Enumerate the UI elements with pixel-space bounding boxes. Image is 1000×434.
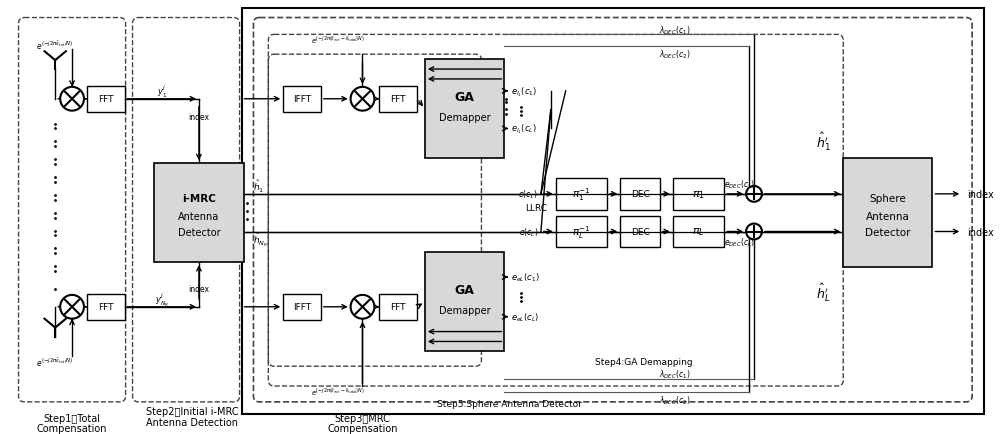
Text: $e_{eL}(c_1)$: $e_{eL}(c_1)$ [511,271,540,284]
Text: $e^{(-j2\pi(\hat{\varepsilon}_{est}-\hat{\varepsilon}_{total})N)}$: $e^{(-j2\pi(\hat{\varepsilon}_{est}-\hat… [311,385,365,397]
Text: $\lambda_{DEC}(c_2)$: $\lambda_{DEC}(c_2)$ [659,49,690,61]
Text: $\pi_L$: $\pi_L$ [692,226,705,238]
Bar [283,87,321,112]
Text: $\hat{h}_1'$: $\hat{h}_1'$ [816,130,831,152]
Text: Step2：Initial i-MRC: Step2：Initial i-MRC [146,406,238,416]
Text: Demapper: Demapper [439,112,490,122]
Text: Step1：Total: Step1：Total [44,413,101,423]
Text: $\hat{h}_{N_R}$: $\hat{h}_{N_R}$ [253,231,269,248]
Text: $e^{(-j2\pi\hat{\varepsilon}_{tot}/N)}$: $e^{(-j2\pi\hat{\varepsilon}_{tot}/N)}$ [36,355,74,368]
Bar [556,179,607,210]
Text: $\pi_1^{-1}$: $\pi_1^{-1}$ [572,186,591,203]
Bar [87,294,125,320]
Text: $\pi_1$: $\pi_1$ [692,188,705,201]
Text: DEC: DEC [631,190,649,199]
Bar [620,179,660,210]
Text: Step5:Sphere Antenna Detector: Step5:Sphere Antenna Detector [437,399,582,408]
Text: $e^{(-j2\pi\hat{\varepsilon}_{tot}/N)}$: $e^{(-j2\pi\hat{\varepsilon}_{tot}/N)}$ [36,39,74,52]
Text: $e_{l_1}(c_L)$: $e_{l_1}(c_L)$ [511,122,537,136]
Text: Detector: Detector [865,227,911,237]
Text: FFT: FFT [98,302,114,312]
Circle shape [746,187,762,202]
Bar [673,216,724,248]
Text: Step4:GA Demapping: Step4:GA Demapping [595,357,693,366]
Text: Antenna Detection: Antenna Detection [146,417,238,427]
Text: GA: GA [455,284,475,297]
Text: DEC: DEC [631,227,649,237]
Text: $e^{(-j2\pi(\hat{\varepsilon}_{est}-\hat{\varepsilon}_{total})N)}$: $e^{(-j2\pi(\hat{\varepsilon}_{est}-\hat… [311,35,365,46]
Text: IFFT: IFFT [293,95,311,104]
Text: index: index [188,113,209,122]
Bar [379,294,417,320]
Circle shape [746,224,762,240]
Bar [620,216,660,248]
Text: $\lambda_{DEC}(c_2)$: $\lambda_{DEC}(c_2)$ [659,394,690,406]
Text: $e(c_L)$: $e(c_L)$ [519,226,538,238]
Text: Sphere: Sphere [869,194,906,204]
Text: $e_{DEC}(c_1)$: $e_{DEC}(c_1)$ [724,178,756,191]
Text: FFT: FFT [98,95,114,104]
Bar [425,60,504,159]
Text: $\pi_L^{-1}$: $\pi_L^{-1}$ [572,224,591,240]
Circle shape [60,295,84,319]
Text: Step3：MRC: Step3：MRC [335,413,390,423]
Text: index: index [967,227,994,237]
Text: $y_1^j$: $y_1^j$ [157,83,167,100]
Text: i-MRC: i-MRC [182,194,216,204]
Bar [379,87,417,112]
Bar [283,294,321,320]
Text: $\hat{h}_L'$: $\hat{h}_L'$ [816,281,831,303]
Text: GA: GA [455,91,475,104]
Text: LLRC: LLRC [525,204,547,213]
Text: $e_{DEC}(c_L)$: $e_{DEC}(c_L)$ [724,236,755,248]
Bar [556,216,607,248]
Text: Detector: Detector [178,227,220,237]
Text: FFT: FFT [390,95,406,104]
Text: $e_{eL}(c_L)$: $e_{eL}(c_L)$ [511,311,539,323]
Bar [154,164,244,263]
Text: IFFT: IFFT [293,302,311,312]
Text: Demapper: Demapper [439,305,490,315]
Circle shape [60,88,84,112]
Text: index: index [188,285,209,294]
Bar [425,253,504,352]
Text: $e_{l_1}(c_1)$: $e_{l_1}(c_1)$ [511,85,537,99]
Text: Compensation: Compensation [37,423,107,433]
Text: $e(c_1)$: $e(c_1)$ [518,188,538,201]
Text: Antenna: Antenna [866,211,910,221]
Text: $\lambda_{DEC}(c_1)$: $\lambda_{DEC}(c_1)$ [659,24,690,36]
Bar [843,159,932,267]
Text: $\lambda_{DEC}(c_1)$: $\lambda_{DEC}(c_1)$ [659,368,690,381]
Text: Compensation: Compensation [327,423,398,433]
Bar [242,9,984,414]
Text: FFT: FFT [390,302,406,312]
Text: $y_{N_R}^j$: $y_{N_R}^j$ [155,290,169,308]
Text: $\hat{h}_1$: $\hat{h}_1$ [253,178,265,194]
Circle shape [351,295,374,319]
Circle shape [351,88,374,112]
Bar [673,179,724,210]
Text: index: index [967,189,994,199]
Bar [87,87,125,112]
Text: Antenna: Antenna [178,211,220,221]
